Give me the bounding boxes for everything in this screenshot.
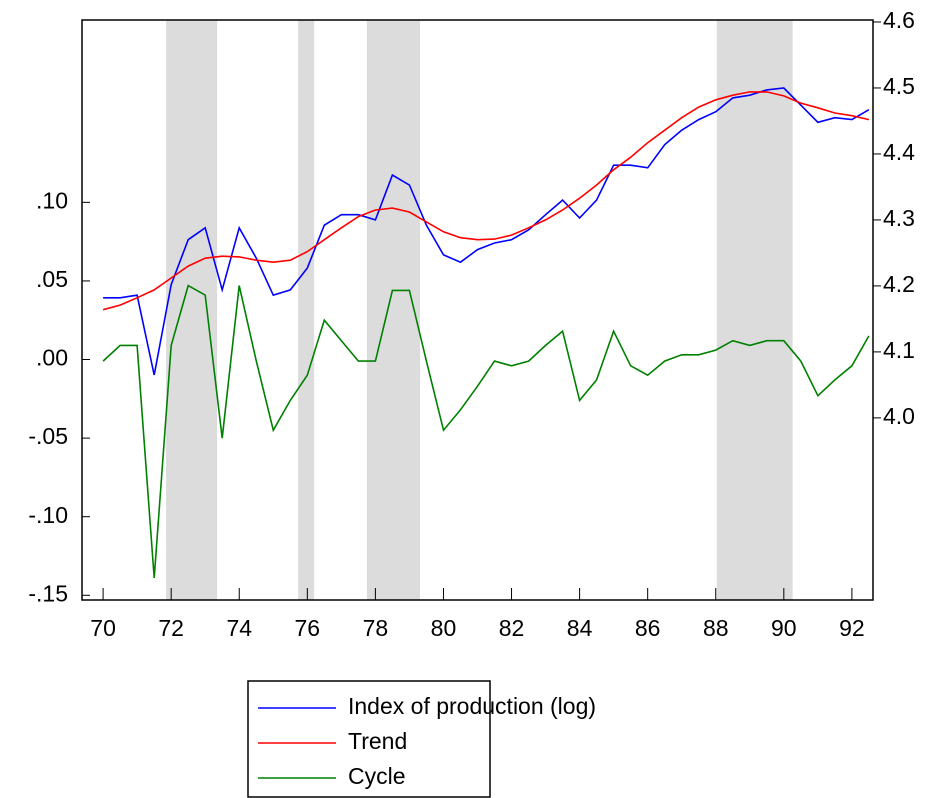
y-tick-label: .00	[36, 345, 68, 371]
shaded-range	[166, 20, 218, 600]
y-tick-label: -.05	[28, 423, 68, 449]
shaded-range	[366, 20, 420, 600]
y-tick-label: .05	[36, 266, 68, 292]
x-tick-label: 72	[158, 615, 184, 641]
y2-tick-label: 4.6	[883, 7, 915, 33]
plot-frame	[81, 19, 874, 601]
x-tick-label: 78	[363, 615, 389, 641]
x-tick-label: 84	[567, 615, 593, 641]
x-tick-label: 76	[295, 615, 321, 641]
x-tick-label: 70	[90, 615, 116, 641]
y2-tick-label: 4.2	[883, 271, 915, 297]
y2-tick-label: 4.1	[883, 337, 915, 363]
y2-tick-label: 4.3	[883, 205, 915, 231]
x-tick-label: 80	[431, 615, 457, 641]
y-tick-label: .10	[36, 187, 68, 213]
shaded-range	[298, 20, 315, 600]
series-line	[102, 91, 870, 311]
y-tick-label: -.10	[28, 502, 68, 528]
y2-tick-label: 4.0	[883, 403, 915, 429]
x-tick-label: 82	[499, 615, 525, 641]
legend-label: Cycle	[348, 763, 406, 789]
series-line	[102, 284, 870, 579]
x-tick-label: 88	[703, 615, 729, 641]
legend-label: Index of production (log)	[348, 693, 596, 719]
y2-tick-label: 4.4	[883, 139, 915, 165]
x-tick-label: 74	[226, 615, 252, 641]
x-tick-label: 92	[839, 615, 865, 641]
shaded-range	[716, 20, 793, 600]
y-tick-label: -.15	[28, 580, 68, 606]
x-tick-label: 90	[771, 615, 797, 641]
series-line	[103, 87, 870, 376]
legend-label: Trend	[348, 728, 407, 754]
y2-tick-label: 4.5	[883, 73, 915, 99]
x-tick-label: 86	[635, 615, 661, 641]
